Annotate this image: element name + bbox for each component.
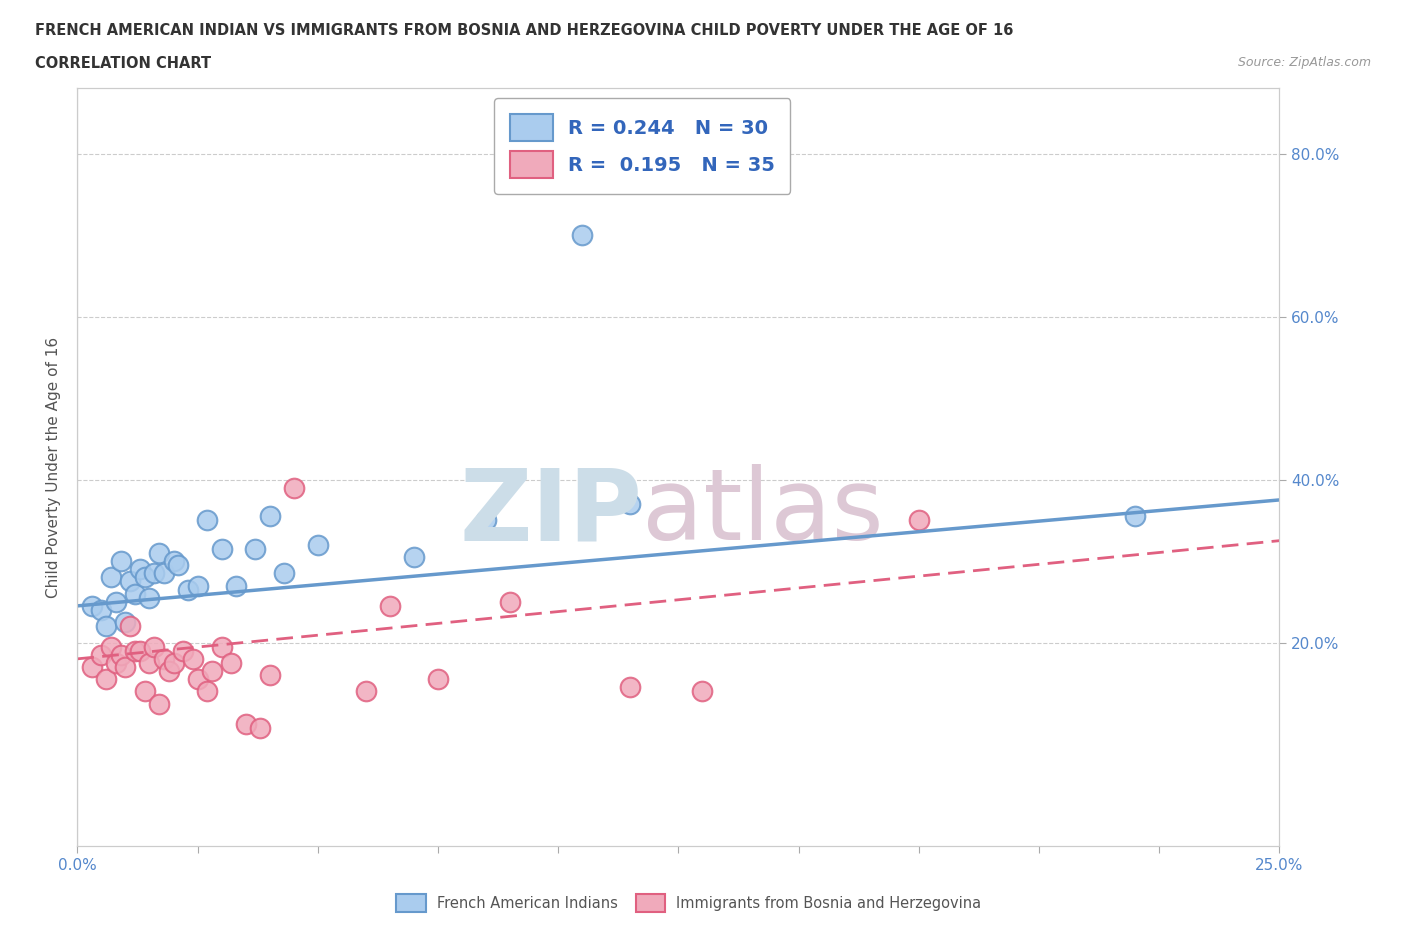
Point <box>195 512 218 527</box>
Point <box>138 591 160 605</box>
Point <box>475 512 498 527</box>
Text: Source: ZipAtlas.com: Source: ZipAtlas.com <box>1237 56 1371 69</box>
Point <box>148 697 170 711</box>
Legend: R = 0.244   N = 30, R =  0.195   N = 35: R = 0.244 N = 30, R = 0.195 N = 35 <box>494 98 790 194</box>
Point <box>167 558 190 573</box>
Point <box>153 565 176 580</box>
Point <box>80 598 103 613</box>
Point <box>100 639 122 654</box>
Point <box>177 582 200 597</box>
Text: ZIP: ZIP <box>460 464 643 562</box>
Point <box>153 651 176 666</box>
Point <box>427 671 450 686</box>
Legend: French American Indians, Immigrants from Bosnia and Herzegovina: French American Indians, Immigrants from… <box>391 888 987 918</box>
Point <box>124 644 146 658</box>
Y-axis label: Child Poverty Under the Age of 16: Child Poverty Under the Age of 16 <box>46 337 62 598</box>
Point <box>354 684 377 698</box>
Point <box>134 684 156 698</box>
Point <box>143 639 166 654</box>
Point <box>283 480 305 495</box>
Point <box>908 512 931 527</box>
Point <box>219 656 242 671</box>
Point <box>128 562 150 577</box>
Point <box>162 553 184 568</box>
Text: CORRELATION CHART: CORRELATION CHART <box>35 56 211 71</box>
Point <box>249 721 271 736</box>
Point <box>187 578 209 593</box>
Point <box>138 656 160 671</box>
Point <box>104 656 127 671</box>
Point <box>235 717 257 732</box>
Point <box>692 684 714 698</box>
Point <box>245 541 267 556</box>
Point <box>148 546 170 561</box>
Point <box>110 553 132 568</box>
Point <box>128 644 150 658</box>
Point <box>90 603 112 618</box>
Point <box>619 497 641 512</box>
Point <box>211 541 233 556</box>
Point <box>499 594 522 609</box>
Point <box>120 618 142 633</box>
Point <box>211 639 233 654</box>
Point <box>307 538 329 552</box>
Point <box>259 668 281 683</box>
Point <box>96 671 118 686</box>
Point <box>273 565 295 580</box>
Point <box>120 574 142 589</box>
Point <box>1123 509 1146 524</box>
Point <box>114 659 136 674</box>
Point <box>259 509 281 524</box>
Point <box>225 578 247 593</box>
Point <box>201 664 224 679</box>
Point <box>378 598 401 613</box>
Point <box>571 228 593 243</box>
Point <box>195 684 218 698</box>
Point <box>110 647 132 662</box>
Point <box>114 615 136 630</box>
Text: atlas: atlas <box>643 464 884 562</box>
Point <box>187 671 209 686</box>
Point <box>90 647 112 662</box>
Point <box>172 644 194 658</box>
Text: FRENCH AMERICAN INDIAN VS IMMIGRANTS FROM BOSNIA AND HERZEGOVINA CHILD POVERTY U: FRENCH AMERICAN INDIAN VS IMMIGRANTS FRO… <box>35 23 1014 38</box>
Point <box>134 570 156 585</box>
Point <box>100 570 122 585</box>
Point <box>80 659 103 674</box>
Point <box>402 550 425 565</box>
Point <box>157 664 180 679</box>
Point <box>124 586 146 601</box>
Point <box>143 565 166 580</box>
Point <box>104 594 127 609</box>
Point <box>96 618 118 633</box>
Point <box>181 651 204 666</box>
Point <box>162 656 184 671</box>
Point <box>619 680 641 695</box>
